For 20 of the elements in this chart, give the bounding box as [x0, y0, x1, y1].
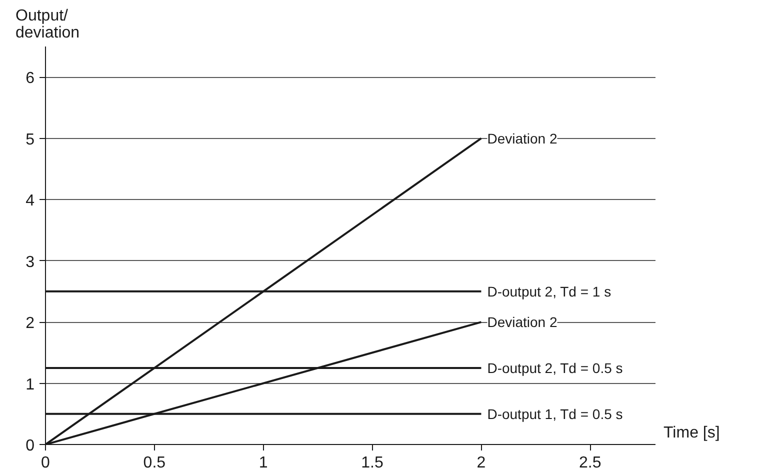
y-tick-label: 6 [26, 70, 35, 88]
x-axis-title: Time [s] [664, 424, 720, 442]
series-label: D-output 2, Td = 0.5 s [487, 360, 623, 376]
x-tick-label: 0.5 [143, 454, 166, 472]
y-tick-label: 2 [26, 315, 35, 332]
x-tick-label: 2.5 [579, 454, 602, 472]
series-label: D-output 1, Td = 0.5 s [487, 406, 623, 422]
y-tick-label: 1 [26, 376, 35, 394]
y-tick-label: 0 [26, 438, 35, 454]
series-label: Deviation 2 [487, 130, 558, 146]
y-axis-title: Output/ deviation [16, 8, 80, 42]
x-tick-label: 2 [476, 454, 486, 472]
x-tick-label: 1 [258, 454, 268, 472]
series-label: Deviation 2 [487, 314, 558, 330]
x-tick-label: 0 [41, 454, 50, 472]
x-tick-label: 1.5 [361, 454, 384, 472]
y-tick-label: 4 [26, 192, 35, 210]
y-tick-label: 3 [26, 254, 35, 271]
y-tick-label: 5 [26, 131, 35, 148]
series-label: D-output 2, Td = 1 s [487, 283, 612, 300]
